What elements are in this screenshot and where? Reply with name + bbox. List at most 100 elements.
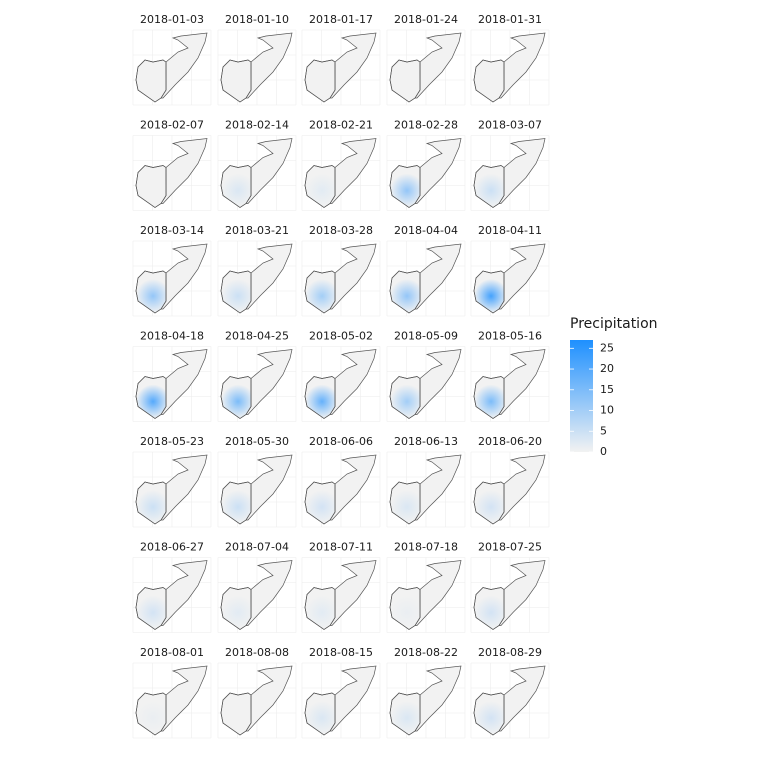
facet-panel: 2018-07-18 xyxy=(386,541,466,633)
facet-title: 2018-03-21 xyxy=(225,224,289,237)
somalia xyxy=(329,454,377,521)
facet-title: 2018-04-04 xyxy=(394,224,458,237)
somalia xyxy=(498,243,546,310)
facet-title: 2018-07-25 xyxy=(478,541,542,554)
somalia xyxy=(160,349,208,415)
facet-panel: 2018-08-22 xyxy=(386,646,466,739)
colorbar-label: 0 xyxy=(600,445,607,458)
somalia xyxy=(160,665,208,732)
precip-blob xyxy=(390,595,420,630)
facet-panel: 2018-01-03 xyxy=(132,13,212,106)
facet-title: 2018-06-06 xyxy=(309,435,373,448)
facet-panel: 2018-05-30 xyxy=(217,435,297,528)
somalia xyxy=(245,560,293,626)
precip-blob xyxy=(474,595,504,630)
facet-panel: 2018-02-21 xyxy=(301,119,381,211)
precip-blob xyxy=(221,701,251,735)
precip-blob xyxy=(136,701,166,735)
somalia xyxy=(498,665,546,732)
facet-title: 2018-07-18 xyxy=(394,541,458,554)
somalia xyxy=(414,349,462,415)
facet-panel: 2018-04-04 xyxy=(386,224,466,317)
facet-panel: 2018-06-13 xyxy=(386,435,466,528)
facet-title: 2018-02-21 xyxy=(309,119,373,132)
precip-blob xyxy=(390,490,420,524)
somalia xyxy=(160,243,208,310)
facet-title: 2018-08-22 xyxy=(394,646,458,659)
facet-panel: 2018-06-20 xyxy=(470,435,550,528)
precip-blob xyxy=(136,490,166,524)
somalia xyxy=(414,560,462,626)
precip-blob xyxy=(305,279,335,313)
precip-blob xyxy=(305,384,335,419)
facet-panel: 2018-03-07 xyxy=(470,119,550,211)
facet-panel: 2018-08-29 xyxy=(470,646,550,739)
facet-panel: 2018-08-15 xyxy=(301,646,381,739)
precip-blob xyxy=(474,701,504,735)
somalia xyxy=(414,243,462,310)
facet-panel: 2018-01-24 xyxy=(386,13,466,106)
somalia xyxy=(245,138,293,204)
facet-panel: 2018-05-02 xyxy=(301,330,381,422)
facet-panel: 2018-06-27 xyxy=(132,541,212,633)
somalia xyxy=(160,138,208,204)
somalia xyxy=(329,243,377,310)
legend-title: Precipitation xyxy=(570,316,658,332)
facet-title: 2018-06-20 xyxy=(478,435,542,448)
somalia xyxy=(245,454,293,521)
somalia xyxy=(498,454,546,521)
facet-title: 2018-05-02 xyxy=(309,330,373,343)
facet-title: 2018-02-07 xyxy=(140,119,204,132)
somalia xyxy=(245,32,293,99)
precip-blob xyxy=(221,490,251,524)
facet-panel: 2018-01-10 xyxy=(217,13,297,106)
somalia xyxy=(160,32,208,99)
facet-panel: 2018-07-04 xyxy=(217,541,297,633)
somalia xyxy=(245,243,293,310)
facet-panel: 2018-02-14 xyxy=(217,119,297,211)
facet-panel: 2018-07-25 xyxy=(470,541,550,633)
facet-title: 2018-08-15 xyxy=(309,646,373,659)
facet-title: 2018-01-31 xyxy=(478,13,542,26)
facet-title: 2018-03-28 xyxy=(309,224,373,237)
colorbar-label: 20 xyxy=(600,362,614,375)
colorbar-label: 15 xyxy=(600,383,614,396)
somalia xyxy=(414,32,462,99)
precip-blob xyxy=(474,68,504,102)
somalia xyxy=(329,665,377,732)
somalia xyxy=(245,665,293,732)
precip-blob xyxy=(221,279,251,313)
precip-blob xyxy=(221,173,251,208)
facet-title: 2018-05-16 xyxy=(478,330,542,343)
facet-title: 2018-07-04 xyxy=(225,541,289,554)
precip-blob xyxy=(221,595,251,630)
facet-title: 2018-04-25 xyxy=(225,330,289,343)
facet-title: 2018-01-10 xyxy=(225,13,289,26)
facet-title: 2018-08-08 xyxy=(225,646,289,659)
precip-blob xyxy=(474,490,504,524)
precip-blob xyxy=(305,173,335,208)
facet-panel: 2018-01-31 xyxy=(470,13,550,106)
facet-title: 2018-04-18 xyxy=(140,330,204,343)
precip-blob xyxy=(221,384,251,419)
colorbar-label: 10 xyxy=(600,404,614,417)
precip-blob xyxy=(305,595,335,630)
precip-blob xyxy=(221,68,251,102)
facet-panel: 2018-01-17 xyxy=(301,13,381,106)
facet-title: 2018-01-03 xyxy=(140,13,204,26)
precip-blob xyxy=(474,173,504,208)
precip-blob xyxy=(474,384,504,419)
facet-panel: 2018-03-14 xyxy=(132,224,212,317)
somalia xyxy=(160,454,208,521)
somalia xyxy=(245,349,293,415)
precip-blob xyxy=(136,384,166,419)
precip-blob xyxy=(136,595,166,630)
somalia xyxy=(414,454,462,521)
facet-panel: 2018-02-07 xyxy=(132,119,212,211)
facet-title: 2018-04-11 xyxy=(478,224,542,237)
facet-panel: 2018-08-01 xyxy=(132,646,212,739)
colorbar xyxy=(570,340,593,452)
facet-panel: 2018-04-18 xyxy=(132,330,212,422)
somalia xyxy=(160,560,208,626)
